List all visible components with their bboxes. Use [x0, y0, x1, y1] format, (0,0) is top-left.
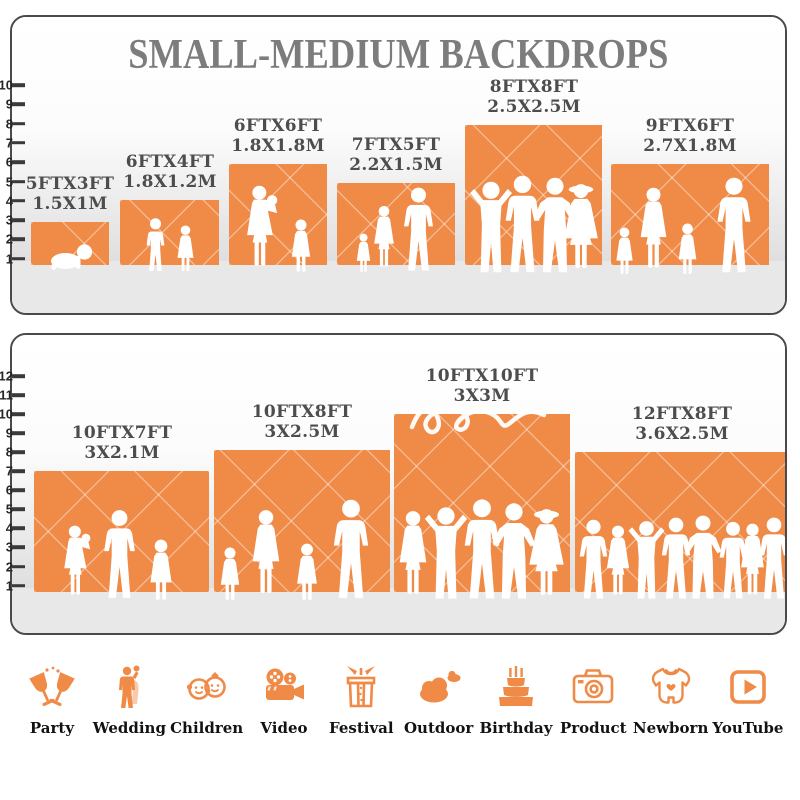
category-label: Children [170, 719, 244, 737]
category-product: Product [557, 664, 629, 737]
size-ft: 12FTX8FT [631, 404, 733, 424]
panel-floor [12, 588, 785, 633]
crowd-silhouettes [579, 515, 785, 599]
birthday-cake-icon [498, 666, 533, 706]
backdrop-size-label: 7FTX5FT 2.2X1.5M [316, 135, 476, 175]
backdrop-8x8 [465, 125, 602, 273]
children-faces-icon [186, 672, 226, 700]
backdrop-size-label: 9FTX6FT 2.7X1.8M [610, 116, 770, 156]
category-children: Children [170, 664, 244, 737]
wedding-couple-icon [119, 665, 140, 708]
size-ft: 6FTX4FT [125, 152, 215, 172]
family-silhouettes [616, 177, 751, 274]
size-m: 1.8X1.2M [123, 172, 217, 192]
size-m: 3X2.1M [84, 443, 160, 463]
size-ft: 10FTX8FT [251, 402, 353, 422]
category-label: Wedding [92, 719, 166, 737]
backdrop-size-label: 6FTX6FT 1.8X1.8M [198, 116, 358, 156]
group-silhouettes [399, 499, 564, 599]
size-ft: 8FTX8FT [489, 77, 579, 97]
size-m: 3X3M [453, 386, 511, 406]
category-party: Party [16, 664, 88, 737]
category-label: YouTube [712, 719, 784, 737]
backdrop-7x5 [337, 183, 455, 272]
mother-child-silhouettes [247, 185, 311, 272]
festival-gift-icon [347, 666, 376, 708]
category-birthday: Birthday [479, 664, 553, 737]
category-label: Newborn [632, 719, 709, 737]
category-label: Festival [329, 719, 394, 737]
backdrop-6x4 [120, 200, 219, 272]
backdrop-size-label: 5FTX3FT 1.5X1M [12, 174, 150, 214]
panel-floor [12, 261, 785, 313]
backdrop-5x3 [31, 222, 109, 271]
backdrop-10x8 [214, 450, 390, 600]
outdoor-cloud-icon [419, 670, 461, 703]
product-camera-icon [572, 669, 614, 704]
backdrop-size-label: 12FTX8FT 3.6X2.5M [602, 404, 762, 444]
family-silhouettes [356, 187, 433, 272]
backdrop-size-label: 10FTX8FT 3X2.5M [222, 402, 382, 442]
size-m: 3X2.5M [264, 422, 340, 442]
category-youtube: YouTube [712, 664, 784, 737]
category-festival: Festival [325, 664, 397, 737]
category-row: Party Wedding [16, 664, 784, 737]
backdrop-size-label: 10FTX7FT 3X2.1M [42, 423, 202, 463]
family-silhouettes [63, 510, 172, 600]
backdrop-size-label: 8FTX8FT 2.5X2.5M [454, 77, 614, 117]
backdrop-size-label: 6FTX4FT 1.8X1.2M [90, 152, 250, 192]
size-m: 1.5X1M [32, 194, 108, 214]
category-newborn: Newborn [632, 664, 709, 737]
baby-silhouette [50, 244, 93, 271]
group-silhouettes [469, 175, 598, 273]
category-label: Video [260, 719, 308, 737]
youtube-play-icon [730, 670, 766, 704]
category-wedding: Wedding [92, 664, 166, 737]
party-glasses-icon [29, 666, 75, 707]
category-label: Outdoor [403, 719, 474, 737]
panel-small-medium: SMALL-MEDIUM BACKDROPS [10, 15, 787, 315]
panel-large: 10FTX7FT 3X2.1M 10FTX8FT 3X2.5M 10FTX10F… [10, 333, 787, 635]
size-m: 2.7X1.8M [643, 136, 737, 156]
backdrop-12x8 [575, 452, 785, 599]
size-ft: 6FTX6FT [233, 116, 323, 136]
size-ft: 10FTX7FT [71, 423, 173, 443]
category-label: Birthday [479, 719, 553, 737]
newborn-onesie-icon [651, 667, 690, 704]
size-m: 2.2X1.5M [349, 155, 443, 175]
size-m: 3.6X2.5M [635, 424, 729, 444]
size-m: 1.8X1.8M [231, 136, 325, 156]
size-ft: 9FTX6FT [645, 116, 735, 136]
size-ft: 7FTX5FT [351, 135, 441, 155]
category-label: Party [29, 719, 75, 737]
size-m: 2.5X2.5M [487, 97, 581, 117]
category-label: Product [559, 719, 627, 737]
children-silhouettes [146, 218, 193, 272]
backdrop-10x10 [394, 414, 570, 599]
family-silhouettes [220, 499, 369, 600]
category-video: Video [248, 664, 320, 737]
size-ft: 10FTX10FT [425, 366, 539, 386]
page-title: SMALL-MEDIUM BACKDROPS [128, 31, 669, 79]
backdrop-size-label: 10FTX10FT 3X3M [402, 366, 562, 406]
backdrop-9x6 [611, 164, 769, 274]
backdrop-10x7 [34, 471, 209, 600]
video-camera-icon [261, 668, 304, 700]
backdrop-6x6 [229, 164, 327, 272]
category-outdoor: Outdoor [403, 664, 475, 737]
size-ft: 5FTX3FT [25, 174, 115, 194]
